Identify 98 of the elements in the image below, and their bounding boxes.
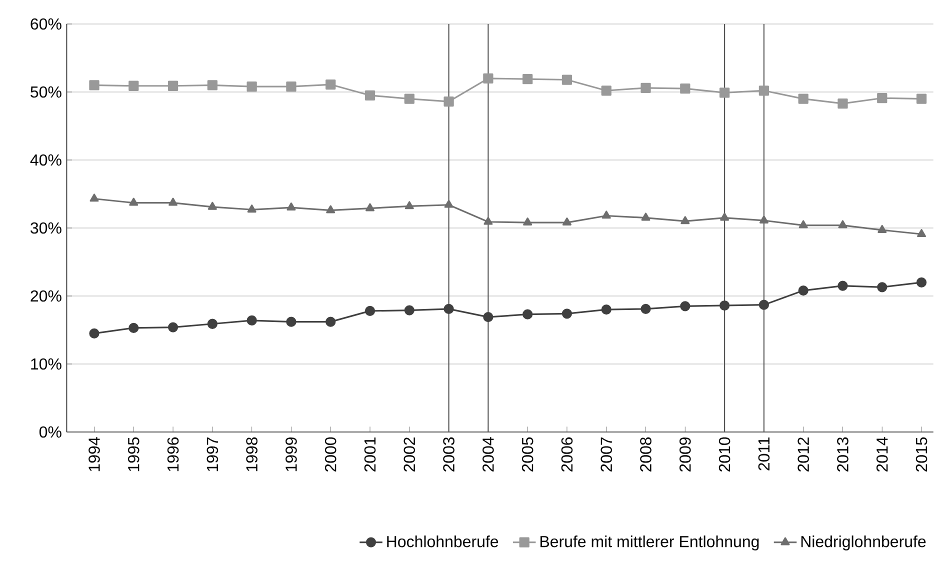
point xyxy=(89,80,100,90)
point xyxy=(758,300,770,310)
point xyxy=(483,73,494,84)
point xyxy=(483,312,494,322)
point xyxy=(286,316,296,327)
point xyxy=(877,282,888,292)
point xyxy=(719,300,730,310)
legend-label: Hochlohnberufe xyxy=(387,535,498,548)
point xyxy=(246,315,257,326)
point xyxy=(484,216,493,225)
y-tick-label: 50% xyxy=(30,86,62,98)
point xyxy=(798,285,808,296)
point xyxy=(247,204,256,212)
x-tick-label: 2013 xyxy=(837,437,848,472)
point xyxy=(444,96,454,106)
point xyxy=(207,80,218,90)
point xyxy=(246,81,257,92)
y-tick-label: 20% xyxy=(30,290,62,302)
x-tick-label: 2010 xyxy=(718,437,730,472)
x-tick-label: 2003 xyxy=(443,437,454,472)
point xyxy=(758,85,770,96)
y-tick-label: 30% xyxy=(30,222,62,234)
x-tick-label: 2002 xyxy=(404,437,416,472)
point xyxy=(877,92,888,104)
point xyxy=(208,202,217,210)
point xyxy=(680,83,690,94)
x-tick-label: 1997 xyxy=(206,437,218,471)
point xyxy=(168,198,178,206)
point xyxy=(522,309,533,320)
point xyxy=(404,94,414,104)
x-tick-label: 2004 xyxy=(482,437,494,472)
point xyxy=(641,212,650,221)
point xyxy=(89,328,100,338)
point xyxy=(838,98,848,108)
point xyxy=(286,202,296,210)
point xyxy=(128,322,139,333)
point xyxy=(366,203,374,212)
point xyxy=(680,300,690,312)
x-tick-label: 2000 xyxy=(324,437,336,472)
point xyxy=(838,220,848,228)
point xyxy=(640,82,651,93)
x-tick-label: 2006 xyxy=(561,437,573,472)
point xyxy=(719,87,730,98)
point xyxy=(562,74,572,85)
y-tick-label: 40% xyxy=(30,154,62,166)
point xyxy=(798,94,808,104)
point xyxy=(562,217,572,226)
point xyxy=(523,217,532,226)
point xyxy=(798,220,808,228)
point xyxy=(720,212,730,221)
point xyxy=(326,316,336,327)
x-tick-label: 2005 xyxy=(522,437,534,472)
x-tick-label: 2007 xyxy=(600,437,612,472)
x-tick-label: 2011 xyxy=(758,437,770,470)
y-tick-label: 0% xyxy=(39,426,62,438)
x-tick-label: 2015 xyxy=(916,437,928,472)
x-tick-label: 2008 xyxy=(640,437,652,472)
point xyxy=(90,194,99,202)
point xyxy=(128,80,139,91)
point xyxy=(207,318,218,329)
x-tick-label: 1994 xyxy=(88,437,100,471)
legend-label: Berufe mit mittlerer Entlohnung xyxy=(540,535,759,550)
point xyxy=(404,201,414,210)
y-tick-label: 60% xyxy=(30,18,62,30)
x-tick-label: 1995 xyxy=(128,437,140,471)
point xyxy=(759,215,768,224)
x-tick-label: 1996 xyxy=(167,437,179,471)
point xyxy=(286,81,296,92)
point xyxy=(444,304,454,314)
point xyxy=(680,216,690,224)
point xyxy=(168,322,178,332)
point xyxy=(129,198,138,206)
point xyxy=(601,85,612,96)
point xyxy=(640,304,651,314)
point xyxy=(916,94,927,104)
point xyxy=(364,90,376,100)
point xyxy=(326,79,336,90)
y-tick-label: 10% xyxy=(31,358,62,370)
x-tick-label: 2001 xyxy=(364,437,376,472)
point xyxy=(364,306,376,316)
point xyxy=(168,80,178,91)
point xyxy=(878,224,887,233)
x-tick-label: 2012 xyxy=(798,437,809,472)
x-tick-label: 1999 xyxy=(286,437,297,471)
x-tick-label: 1998 xyxy=(246,437,258,471)
point xyxy=(522,74,533,84)
point xyxy=(602,210,611,219)
x-tick-label: 2009 xyxy=(680,437,691,472)
point xyxy=(601,304,612,315)
point xyxy=(326,205,336,214)
point xyxy=(562,308,572,319)
point xyxy=(404,305,414,316)
point xyxy=(838,280,848,291)
point xyxy=(916,277,927,288)
legend-label: Niedriglohnberufe xyxy=(801,535,926,550)
point xyxy=(917,228,926,237)
x-tick-label: 2014 xyxy=(876,437,888,472)
point xyxy=(444,200,454,208)
